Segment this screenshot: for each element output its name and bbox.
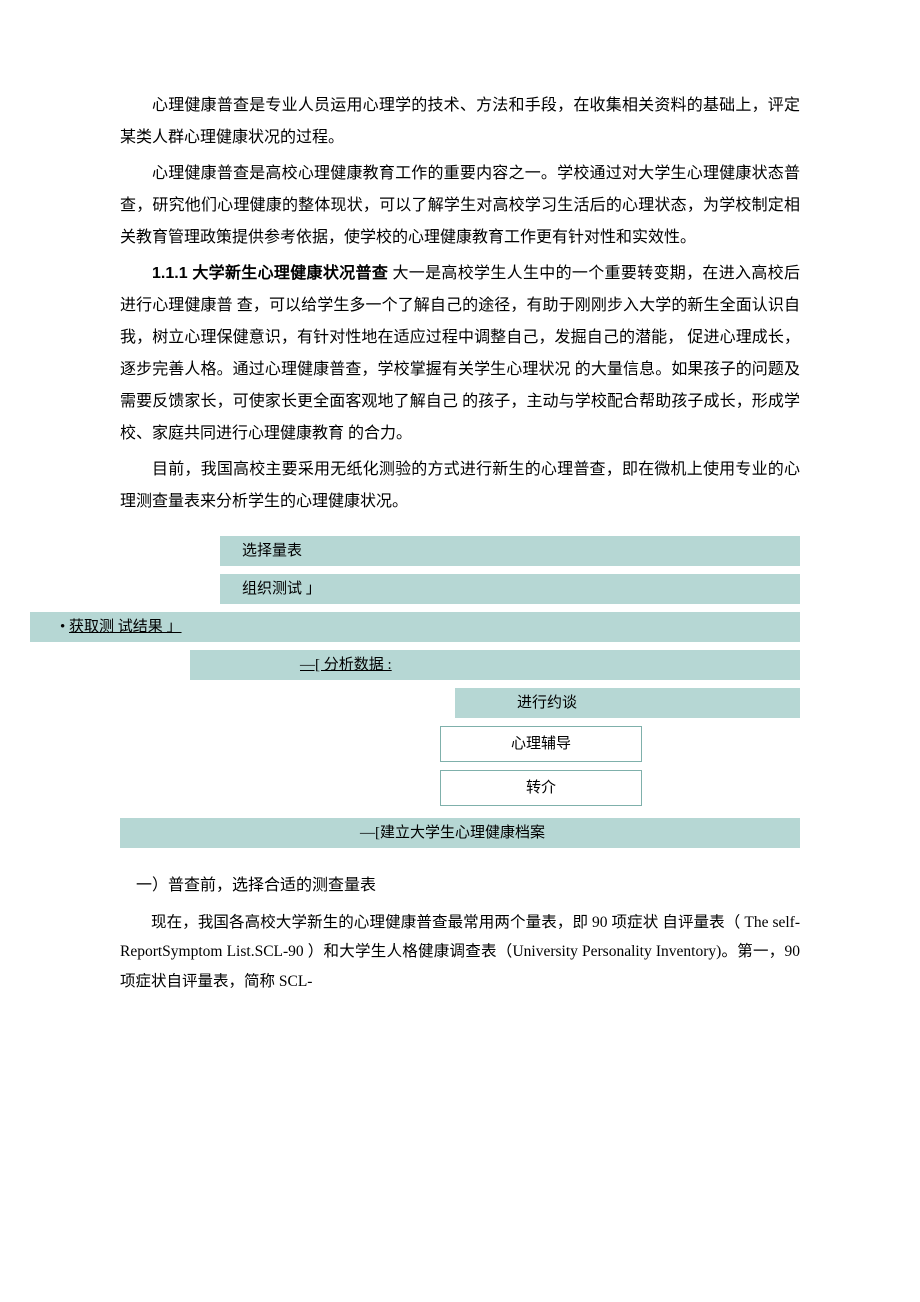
section-body: 大一是高校学生人生中的一个重要转变期，在进入高校后进行心理健康普 查，可以给学生…: [120, 265, 800, 442]
flow-step-organize-test: 组织测试 」: [220, 574, 800, 604]
paragraph-section-1-1-1: 1.1.1 大学新生心理健康状况普查 大一是高校学生人生中的一个重要转变期，在进…: [120, 258, 800, 450]
flow-label: 心理辅导: [511, 736, 571, 752]
flow-step-referral: 转介: [440, 770, 642, 806]
paragraph-method: 目前，我国高校主要采用无纸化测验的方式进行新生的心理普查，即在微机上使用专业的心…: [120, 454, 800, 518]
flowchart: 选择量表 组织测试 」 • 获取测 试结果 」 —[ 分析数据 : 进行约谈 心…: [120, 536, 800, 848]
flow-label: —[ 分析数据 :: [300, 657, 392, 673]
section-number: 1.1.1: [152, 265, 192, 282]
flow-step-counseling: 心理辅导: [440, 726, 642, 762]
flow-label: 转介: [526, 780, 556, 796]
flow-label: 组织测试 」: [242, 581, 321, 597]
flow-step-interview: 进行约谈: [455, 688, 800, 718]
flow-step-build-archive: —[建立大学生心理健康档案: [120, 818, 800, 848]
flow-label: —[建立大学生心理健康档案: [360, 825, 545, 841]
document-page: 心理健康普查是专业人员运用心理学的技术、方法和手段，在收集相关资料的基础上，评定…: [0, 0, 920, 1056]
flow-bullet: •: [60, 619, 69, 635]
paragraph-intro-1: 心理健康普查是专业人员运用心理学的技术、方法和手段，在收集相关资料的基础上，评定…: [120, 90, 800, 154]
flow-label: 获取测 试结果 」: [69, 619, 182, 635]
flow-step-get-results: • 获取测 试结果 」: [30, 612, 800, 642]
flow-step-select-scale: 选择量表: [220, 536, 800, 566]
flow-label: 选择量表: [242, 543, 302, 559]
flow-label: 进行约谈: [517, 695, 577, 711]
flow-step-analyze-data: —[ 分析数据 :: [190, 650, 800, 680]
section-title: 大学新生心理健康状况普查: [192, 265, 388, 282]
subsection-heading-1: 一）普查前，选择合适的测查量表: [120, 870, 800, 902]
paragraph-intro-2: 心理健康普查是高校心理健康教育工作的重要内容之一。学校通过对大学生心理健康状态普…: [120, 158, 800, 254]
paragraph-scales: 现在，我国各高校大学新生的心理健康普查最常用两个量表，即 90 项症状 自评量表…: [120, 908, 800, 996]
